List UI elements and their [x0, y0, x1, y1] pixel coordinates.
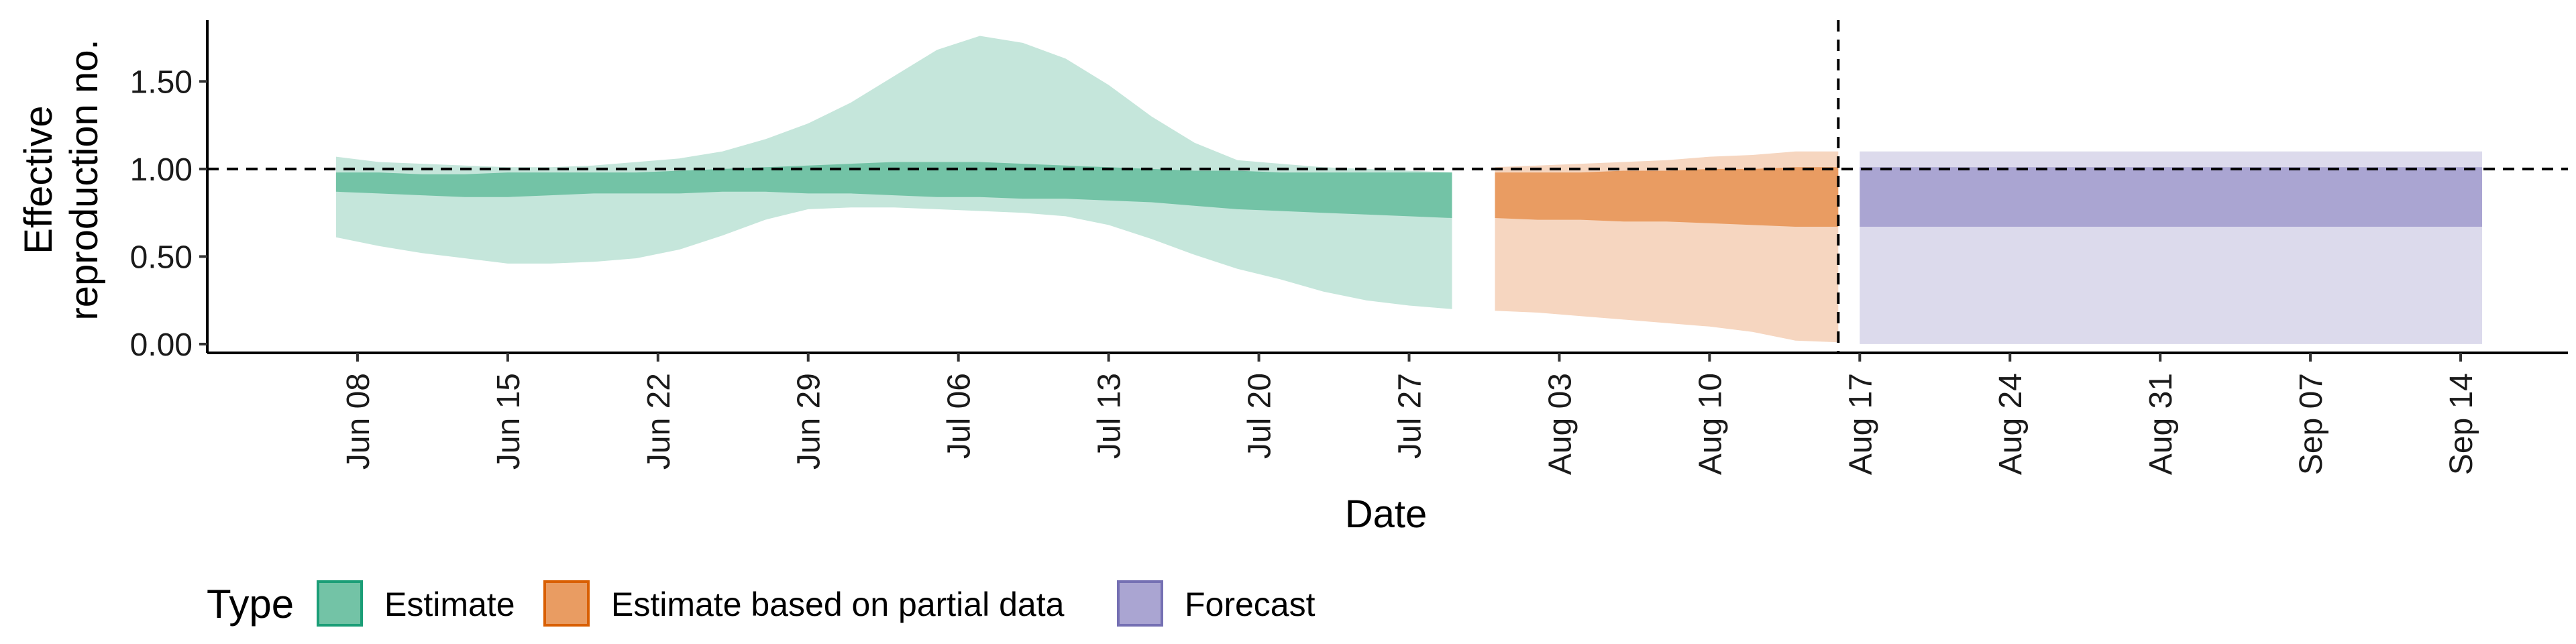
- y-ticks-layer: 0.00 0.50 1.00 1.50: [130, 64, 207, 363]
- legend-title: Type: [207, 582, 294, 627]
- x-tick-label: Jun 22: [641, 373, 677, 470]
- y-tick-label: 0.00: [130, 327, 193, 363]
- axes-layer: [206, 20, 2568, 354]
- x-tick-label: Jul 27: [1393, 373, 1428, 459]
- legend-label-forecast: Forecast: [1185, 586, 1316, 623]
- y-axis-title-line-1: Effective: [17, 105, 60, 254]
- x-tick-label: Aug 03: [1542, 373, 1578, 475]
- x-tick-label: Aug 10: [1693, 373, 1728, 475]
- y-axis-title: Effective reproduction no.: [17, 39, 106, 320]
- x-ticks-layer: Jun 08 Jun 15 Jun 22 Jun 29 Jul 06 Jul 13 Jul …: [341, 353, 2479, 475]
- y-axis-title-line-2: reproduction no.: [62, 39, 106, 320]
- x-tick-label: Aug 17: [1843, 373, 1878, 475]
- y-tick-label: 1.00: [130, 152, 193, 188]
- x-tick-label: Jun 15: [491, 373, 527, 470]
- legend-label-estimate: Estimate: [384, 586, 515, 623]
- y-tick-label: 0.50: [130, 239, 193, 275]
- x-axis-title: Date: [1345, 492, 1428, 536]
- x-tick-label: Sep 14: [2444, 373, 2479, 475]
- legend-swatch-forecast: [1117, 580, 1163, 627]
- ribbon-inner-forecast: [1860, 167, 2482, 227]
- legend-swatch-estimate: [317, 580, 363, 627]
- x-tick-label: Aug 31: [2143, 373, 2179, 475]
- legend-swatch-partial: [543, 580, 590, 627]
- ribbon-inner-estimate: [335, 162, 1452, 218]
- x-tick-label: Jun 08: [341, 373, 376, 470]
- x-tick-label: Sep 07: [2294, 373, 2329, 475]
- legend: Type Estimate Estimate based on partial …: [207, 580, 1316, 627]
- x-tick-label: Jul 13: [1092, 373, 1128, 459]
- x-tick-label: Jul 06: [942, 373, 977, 459]
- reference-lines-layer: [207, 20, 2568, 353]
- legend-label-partial: Estimate based on partial data: [611, 586, 1065, 623]
- y-tick-label: 1.50: [130, 64, 193, 100]
- ribbon-inner-estimate-based-on-partial-data: [1495, 167, 1839, 227]
- x-tick-label: Jun 29: [792, 373, 827, 470]
- ribbons-layer: [335, 36, 2482, 344]
- x-tick-label: Aug 24: [1993, 373, 2029, 475]
- x-tick-label: Jul 20: [1242, 373, 1278, 459]
